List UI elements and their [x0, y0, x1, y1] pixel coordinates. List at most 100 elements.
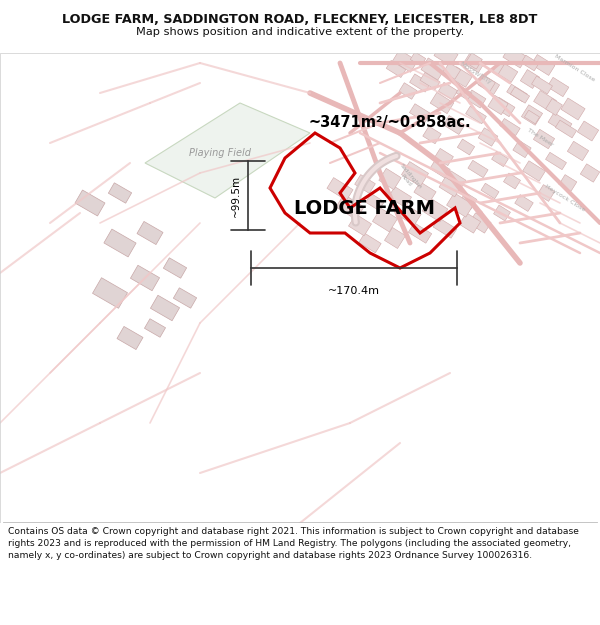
Bar [439, 177, 461, 197]
Bar [535, 184, 557, 203]
Bar [392, 49, 418, 72]
Bar [431, 94, 452, 112]
Bar [517, 68, 542, 90]
Bar [163, 258, 187, 278]
Bar [137, 221, 163, 244]
Bar [353, 173, 377, 196]
Text: Map shows position and indicative extent of the property.: Map shows position and indicative extent… [136, 27, 464, 37]
Bar [464, 54, 484, 72]
Bar [533, 91, 556, 112]
Bar [515, 194, 533, 212]
Text: Playing Field: Playing Field [189, 148, 251, 158]
Bar [109, 182, 131, 203]
Text: Mosswithy: Mosswithy [458, 61, 492, 85]
Bar [173, 288, 197, 308]
Bar [422, 127, 442, 143]
Bar [329, 179, 350, 199]
Bar [458, 140, 474, 154]
Bar [520, 54, 541, 72]
Bar [348, 214, 372, 236]
Bar [534, 77, 550, 93]
Text: ~170.4m: ~170.4m [328, 286, 380, 296]
Bar [545, 98, 563, 116]
Bar [433, 148, 455, 166]
Bar [386, 185, 414, 209]
Bar [424, 200, 446, 220]
Bar [548, 112, 571, 133]
Bar [512, 141, 532, 158]
Bar [377, 168, 403, 191]
Bar [104, 229, 136, 257]
Bar [434, 217, 457, 239]
Bar [403, 163, 427, 185]
Bar [488, 97, 508, 113]
Text: Marmion Close: Marmion Close [554, 54, 596, 82]
Text: LODGE FARM: LODGE FARM [295, 199, 436, 217]
Bar [420, 72, 440, 90]
Bar [427, 158, 454, 181]
Bar [424, 61, 442, 77]
Bar [446, 118, 461, 132]
Bar [448, 195, 472, 215]
Bar [560, 176, 575, 190]
Bar [500, 119, 520, 136]
Bar [469, 213, 491, 233]
Bar [491, 151, 509, 167]
Bar [151, 295, 179, 321]
Bar [385, 229, 404, 247]
Text: Saddington
Road: Saddington Road [394, 162, 422, 194]
Bar [477, 127, 499, 147]
Bar [413, 181, 437, 203]
Bar [533, 56, 553, 74]
Bar [400, 83, 416, 99]
Bar [459, 213, 481, 233]
Bar [130, 265, 160, 291]
Bar [535, 131, 554, 148]
Bar [502, 173, 521, 189]
Bar [479, 76, 499, 94]
Bar [523, 107, 541, 123]
Bar [441, 61, 463, 81]
Bar [500, 65, 517, 81]
Bar [408, 221, 432, 244]
Bar [117, 326, 143, 349]
Bar [504, 47, 526, 68]
Text: Heycock Close: Heycock Close [544, 184, 586, 213]
Bar [496, 99, 512, 115]
Bar [491, 203, 512, 222]
Bar [578, 122, 598, 140]
Bar [92, 278, 127, 308]
Bar [546, 151, 566, 171]
Bar [397, 204, 422, 226]
Bar [338, 196, 362, 218]
Bar [558, 121, 574, 137]
Bar [548, 78, 568, 96]
Bar [358, 232, 382, 254]
Bar [466, 90, 485, 108]
Text: LODGE FARM, SADDINGTON ROAD, FLECKNEY, LEICESTER, LE8 8DT: LODGE FARM, SADDINGTON ROAD, FLECKNEY, L… [62, 13, 538, 26]
Bar [526, 163, 542, 179]
Bar [467, 160, 488, 177]
Bar [409, 72, 431, 94]
Bar [411, 105, 429, 121]
Bar [434, 44, 458, 66]
Bar [580, 163, 600, 182]
Bar [464, 52, 484, 69]
Bar [466, 106, 486, 124]
Bar [448, 171, 464, 186]
Bar [478, 76, 494, 91]
Text: ~3471m²/~0.858ac.: ~3471m²/~0.858ac. [308, 116, 472, 131]
Bar [459, 192, 477, 210]
Bar [481, 183, 499, 199]
Text: Contains OS data © Crown copyright and database right 2021. This information is : Contains OS data © Crown copyright and d… [8, 527, 579, 561]
Polygon shape [145, 103, 310, 198]
Bar [409, 50, 428, 68]
Bar [512, 88, 529, 103]
Bar [571, 144, 586, 158]
Bar [563, 99, 583, 118]
Bar [75, 190, 105, 216]
Bar [145, 319, 166, 338]
Bar [386, 61, 406, 78]
Text: ~99.5m: ~99.5m [231, 174, 241, 216]
Bar [455, 84, 473, 102]
